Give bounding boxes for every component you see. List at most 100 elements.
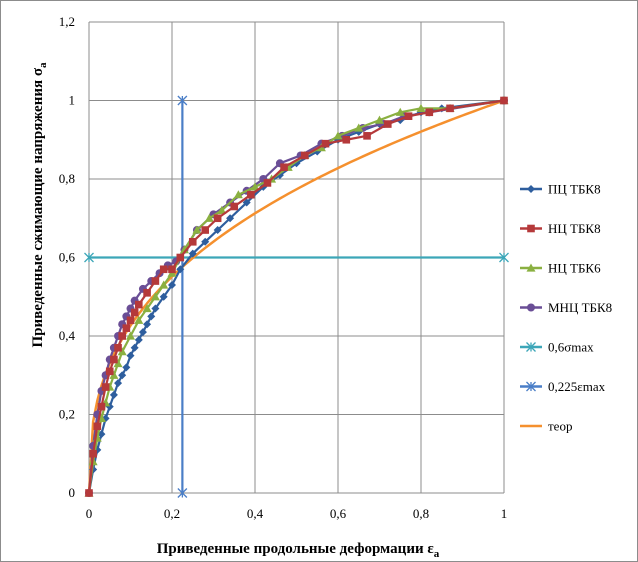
series-line (87, 99, 505, 494)
series-3 (85, 96, 508, 497)
legend-label: 0,225εmax (548, 379, 606, 394)
data-point (110, 355, 118, 364)
legend-label: 0,6σmax (548, 340, 594, 355)
x-tick-label: 0,6 (330, 506, 347, 521)
y-axis-title: Приведенные сжимающие напряжения σa (30, 62, 49, 348)
data-point (416, 103, 426, 112)
data-point (384, 120, 392, 128)
data-point (188, 249, 197, 258)
legend-item: ПЦ ТБК8 (520, 182, 601, 197)
data-point (85, 489, 93, 497)
data-point (89, 449, 97, 458)
y-axis-subscript: a (37, 62, 49, 68)
data-point (375, 115, 384, 124)
data-point (126, 351, 135, 360)
data-point (176, 265, 185, 274)
series-1 (85, 96, 508, 497)
x-axis-title-text: Приведенные продольные деформации (157, 541, 424, 557)
data-point (130, 308, 139, 317)
data-point (395, 107, 405, 116)
data-point (159, 292, 168, 301)
y-tick-label: 0,2 (59, 407, 75, 422)
data-point (263, 179, 272, 187)
legend-label: ПЦ ТБК8 (548, 182, 601, 197)
data-point (500, 96, 508, 105)
legend-item: 0,6σmax (520, 340, 594, 355)
data-point (168, 280, 176, 289)
data-point (213, 214, 222, 223)
legend-label: МНЦ ТБК8 (548, 300, 612, 315)
y-tick-label: 1,2 (59, 14, 75, 29)
series-layer (84, 95, 509, 498)
data-point (168, 265, 176, 274)
y-tick-label: 0,6 (59, 250, 76, 265)
data-point (126, 316, 135, 325)
data-point (176, 253, 185, 262)
legend-item: 0,225εmax (520, 379, 606, 394)
data-point (101, 383, 110, 391)
legend-marker (526, 381, 536, 392)
data-point (192, 225, 202, 234)
data-point (425, 108, 434, 117)
data-point (143, 289, 151, 297)
data-point (188, 238, 197, 246)
data-point (118, 371, 127, 380)
data-point (122, 324, 131, 332)
data-point (354, 127, 363, 136)
data-point (142, 304, 152, 313)
series-line (87, 99, 505, 494)
data-point (233, 190, 243, 199)
tick-labels: 0 0,2 0,4 0,6 0,8 1 1,2 0 0,2 0,4 0,6 0,8 1 (59, 14, 508, 521)
data-point (114, 379, 123, 388)
y-axis-title-text: Приведенные сжимающие напряжения (30, 80, 46, 348)
data-point (179, 245, 189, 254)
x-tick-label: 0,8 (413, 506, 429, 521)
data-point (213, 226, 222, 235)
data-point (134, 315, 144, 324)
x-tick-label: 0 (86, 506, 93, 521)
data-point (143, 320, 152, 329)
legend: ПЦ ТБК8 НЦ ТБК8 НЦ ТБК6 МНЦ ТБК8 0,6σmax 0,22… (520, 182, 612, 434)
x-tick-label: 0,4 (247, 506, 264, 521)
data-point (109, 390, 118, 399)
legend-item: НЦ ТБК8 (520, 221, 601, 236)
data-point (105, 367, 114, 376)
data-point (138, 328, 147, 337)
data-point (117, 347, 127, 356)
data-point (177, 488, 188, 498)
data-point (113, 358, 123, 368)
legend-marker (526, 263, 536, 272)
data-point (333, 131, 343, 140)
data-point (109, 370, 119, 379)
data-point (250, 182, 260, 191)
data-point (280, 163, 288, 172)
y-tick-label: 0,4 (59, 328, 76, 343)
y-tick-label: 0,8 (59, 171, 75, 186)
data-point (130, 343, 139, 352)
data-point (230, 202, 239, 211)
data-point (122, 363, 131, 372)
data-point (159, 265, 168, 274)
series-5 (177, 95, 188, 498)
data-point (204, 213, 214, 222)
legend-label: теор (548, 419, 572, 434)
y-tick-label: 0 (69, 485, 76, 500)
x-axis-subscript: a (434, 548, 440, 560)
data-point (242, 198, 251, 207)
data-point (93, 422, 102, 431)
legend-label: НЦ ТБК8 (548, 221, 601, 236)
data-point (134, 335, 143, 344)
y-tick-label: 1 (69, 93, 76, 108)
data-point (177, 95, 188, 106)
data-point (201, 237, 210, 246)
series-6 (87, 99, 505, 494)
data-point (159, 280, 169, 289)
legend-marker (526, 342, 536, 352)
data-point (342, 135, 351, 144)
legend-marker (527, 185, 535, 193)
data-point (321, 139, 330, 148)
legend-label: НЦ ТБК6 (548, 261, 601, 276)
x-tick-label: 1 (501, 506, 508, 521)
data-point (363, 132, 371, 140)
